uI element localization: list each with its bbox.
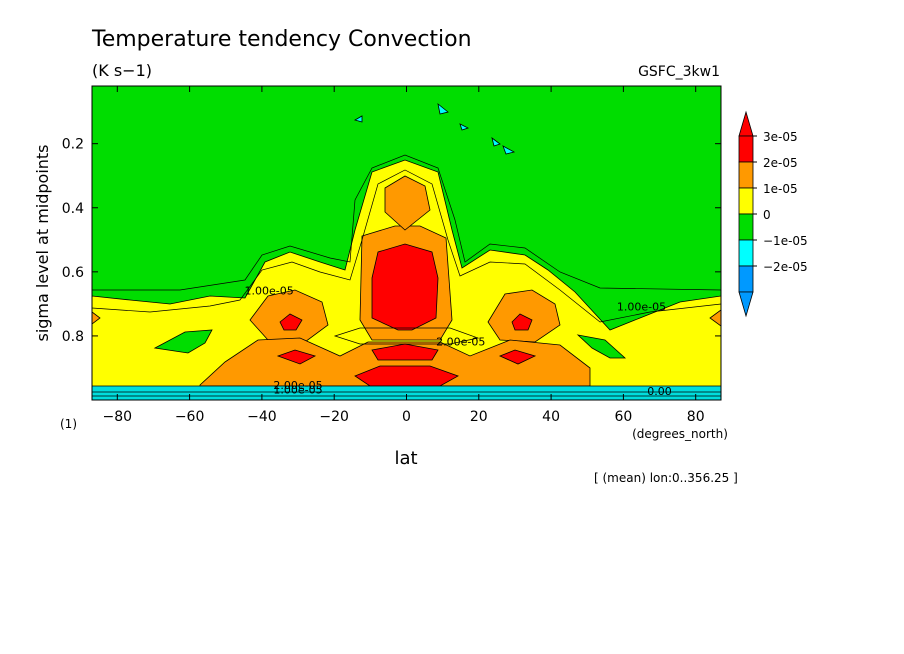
contour-line <box>92 169 721 323</box>
contour-fill-2e-05 <box>199 337 591 387</box>
colorbar-swatch <box>738 213 754 241</box>
contour-fill-green-pocket <box>153 329 213 354</box>
contour-field <box>92 86 721 400</box>
contour-label: 1.00e-05 <box>245 284 294 297</box>
contour-label: 1.00e-05 <box>617 300 666 313</box>
contour-label: 2.00e-05 <box>273 379 322 392</box>
contour-fill-3e-05 <box>276 349 317 365</box>
colorbar-swatch <box>738 161 754 189</box>
contour-label: 1.00e-05 <box>273 384 322 397</box>
colorbar-label: −1e-05 <box>763 234 808 248</box>
x-tick-label: 0 <box>402 409 411 425</box>
colorbar-swatch <box>738 265 754 293</box>
contour-fill-negative <box>459 123 470 131</box>
x-tick-label: −80 <box>103 409 133 425</box>
colorbar-swatch <box>738 187 754 215</box>
y-axis-label: sigma level at midpoints <box>33 144 52 341</box>
contour-label: 0.00 <box>647 385 672 398</box>
colorbar-swatch <box>738 239 754 267</box>
x-axis-label: lat <box>394 448 417 469</box>
x-tick-label: −60 <box>175 409 205 425</box>
y-axis-units: (1) <box>60 417 77 431</box>
contour-fill-negative <box>437 103 449 115</box>
dataset-label: GSFC_3kw1 <box>638 64 720 80</box>
y-tick-label: 0.6 <box>62 265 84 281</box>
y-tick-label: 0.8 <box>62 329 84 345</box>
chart-units: (K s−1) <box>92 61 152 80</box>
contour-fill-3e-05 <box>498 349 537 365</box>
contour-fill-green-pocket <box>576 334 627 359</box>
contour-fill-3e-05 <box>371 343 439 361</box>
colorbar-top-arrow <box>738 110 754 137</box>
colorbar-swatch <box>738 135 754 163</box>
x-tick-label: 20 <box>470 409 488 425</box>
contour-fill-2e-05 <box>709 309 721 327</box>
x-axis: −80 −60 −40 −20 0 20 40 60 80 <box>103 86 705 425</box>
x-axis-units: (degrees_north) <box>632 427 728 441</box>
colorbar: 3e-05 2e-05 1e-05 0 −1e-05 −2e-05 <box>738 110 808 318</box>
x-tick-label: 40 <box>542 409 560 425</box>
x-tick-label: −40 <box>247 409 277 425</box>
y-axis: 0.2 0.4 0.6 0.8 <box>62 137 721 345</box>
contour-fill-2e-05 <box>384 175 431 231</box>
contour-fill-negative <box>92 386 721 400</box>
contour-label: 2.00e-05 <box>436 336 485 349</box>
footnote: [ (mean) lon:0..356.25 ] <box>594 471 738 485</box>
x-tick-label: 60 <box>614 409 632 425</box>
contour-fill-3e-05 <box>511 313 533 331</box>
x-tick-label: −20 <box>319 409 349 425</box>
contour-labels: 1.00e-051.00e-052.00e-052.00e-051.00e-05… <box>245 284 672 398</box>
colorbar-label: 1e-05 <box>763 182 798 196</box>
contour-fill-negative <box>353 115 363 123</box>
contour-fill-2e-05 <box>92 311 101 325</box>
colorbar-label: 3e-05 <box>763 130 798 144</box>
y-tick-label: 0.4 <box>62 201 84 217</box>
contour-line <box>92 154 721 291</box>
y-tick-label: 0.2 <box>62 137 84 153</box>
chart-title: Temperature tendency Convection <box>91 27 472 52</box>
colorbar-label: 2e-05 <box>763 156 798 170</box>
contour-fill-3e-05 <box>371 243 439 331</box>
contour-line <box>333 327 480 345</box>
x-tick-label: 80 <box>687 409 705 425</box>
colorbar-label: 0 <box>763 208 771 222</box>
contour-fill-3e-05 <box>279 313 303 331</box>
contour-fill-negative <box>491 137 501 147</box>
colorbar-bottom-arrow <box>738 291 754 318</box>
colorbar-label: −2e-05 <box>763 260 808 274</box>
contour-fill-negative <box>502 145 516 155</box>
